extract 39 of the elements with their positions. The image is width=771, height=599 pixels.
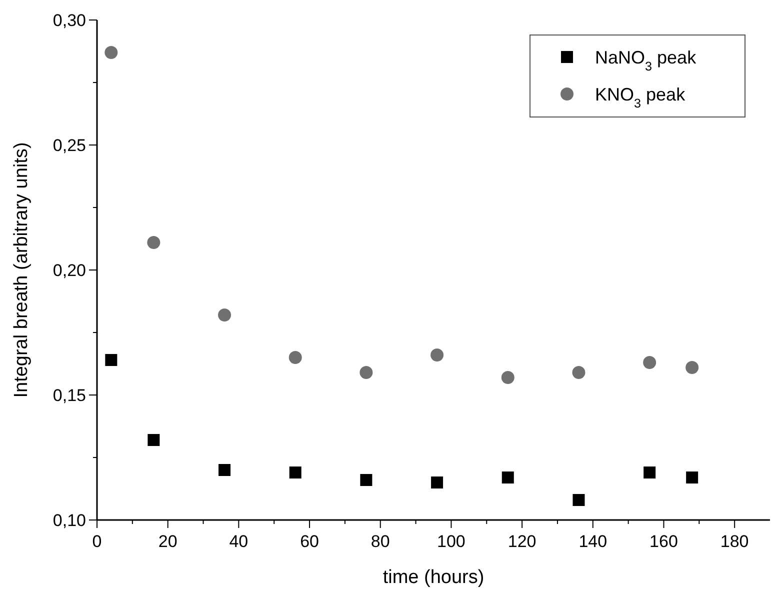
- point: [644, 466, 656, 478]
- y-tick-label: 0,15: [52, 386, 86, 405]
- legend-label: KNO$_{3}$ peak: [595, 84, 686, 110]
- point: [105, 354, 118, 366]
- x-tick-label: 180: [720, 532, 749, 551]
- x-tick-label: 0: [92, 532, 102, 551]
- point: [572, 494, 585, 506]
- point: [289, 466, 302, 478]
- x-tick-label: 40: [229, 532, 248, 551]
- legend-label: NaNO$_{3}$ peak: [595, 47, 698, 74]
- point: [148, 434, 160, 446]
- point: [643, 356, 656, 369]
- point: [147, 236, 160, 249]
- point: [686, 361, 699, 374]
- point: [431, 476, 444, 488]
- point: [288, 351, 302, 364]
- x-tick-label: 60: [300, 532, 319, 551]
- x-tick-label: 140: [578, 532, 608, 551]
- point: [218, 464, 231, 476]
- x-tick-label: 20: [158, 532, 178, 551]
- y-tick-label: 0,10: [52, 510, 86, 530]
- x-tick-label: 120: [508, 532, 536, 551]
- point: [572, 366, 586, 379]
- y-tick-label: 0,25: [52, 136, 86, 155]
- point: [430, 348, 444, 362]
- point: [686, 472, 698, 484]
- y-tick-label: 0,20: [52, 260, 86, 280]
- x-tick-label: 80: [370, 532, 390, 551]
- point: [360, 474, 372, 486]
- y-tick-label: 0,30: [52, 10, 86, 30]
- x-tick-label: 100: [437, 532, 466, 551]
- y-axis-title: Integral breath (arbitrary units): [11, 142, 32, 398]
- point: [501, 371, 514, 384]
- point: [104, 46, 118, 59]
- point: [360, 366, 373, 379]
- x-axis-title: time (hours): [382, 567, 484, 588]
- x-tick-label: 160: [650, 532, 678, 551]
- point: [218, 308, 232, 322]
- point: [502, 472, 514, 484]
